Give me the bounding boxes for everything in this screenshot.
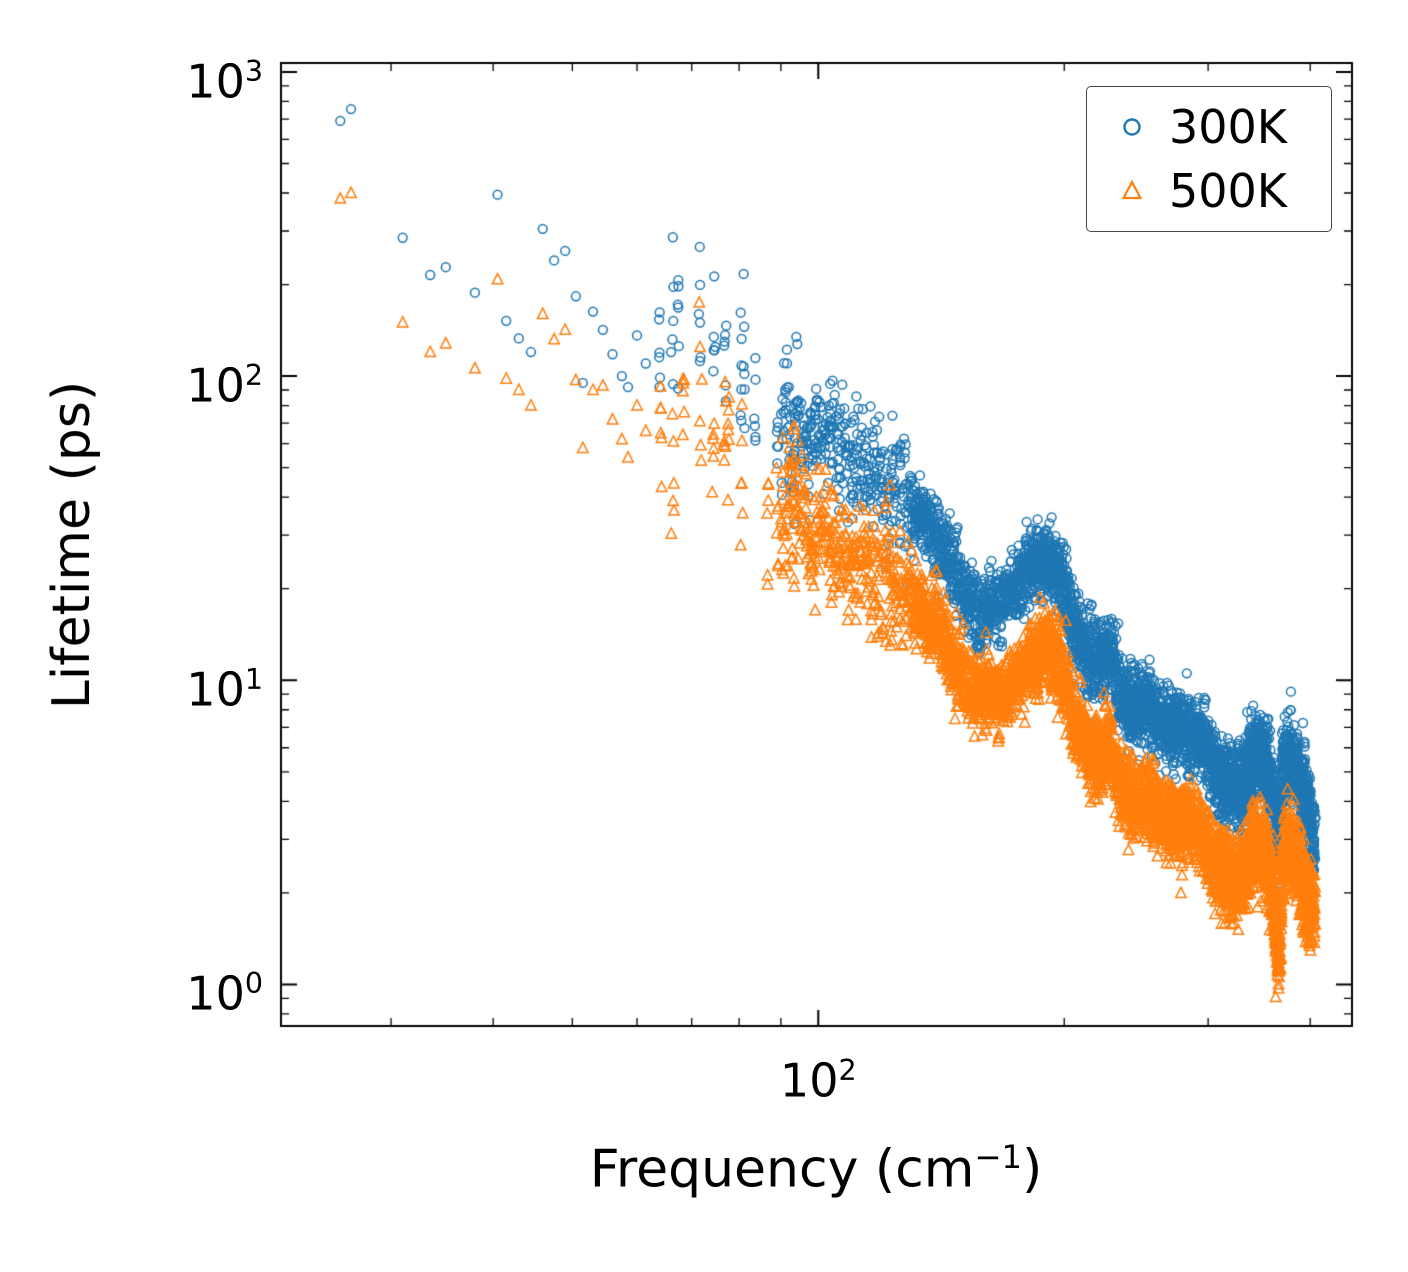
legend-entry: 500K <box>1095 163 1323 219</box>
y-axis-label: Lifetime (ps) <box>42 380 102 710</box>
circle-marker-icon <box>1123 118 1141 136</box>
x-axis-label: Frequency (cm−1) <box>590 1138 1043 1199</box>
y-tick-label: 103 <box>186 54 263 109</box>
y-tick-label: 102 <box>186 358 263 413</box>
y-tick-label: 101 <box>186 662 263 717</box>
legend: 300K 500K <box>1086 86 1332 232</box>
legend-entry: 300K <box>1095 99 1323 155</box>
legend-label: 300K <box>1169 100 1287 154</box>
triangle-marker-icon <box>1121 179 1143 200</box>
y-tick-label: 100 <box>186 966 263 1021</box>
x-axis-label-close: ) <box>1021 1139 1043 1200</box>
x-axis-label-text: Frequency (cm <box>589 1139 975 1200</box>
x-axis-label-superscript: −1 <box>974 1138 1022 1176</box>
x-tick-label: 102 <box>779 1053 857 1108</box>
legend-label: 500K <box>1169 164 1287 218</box>
